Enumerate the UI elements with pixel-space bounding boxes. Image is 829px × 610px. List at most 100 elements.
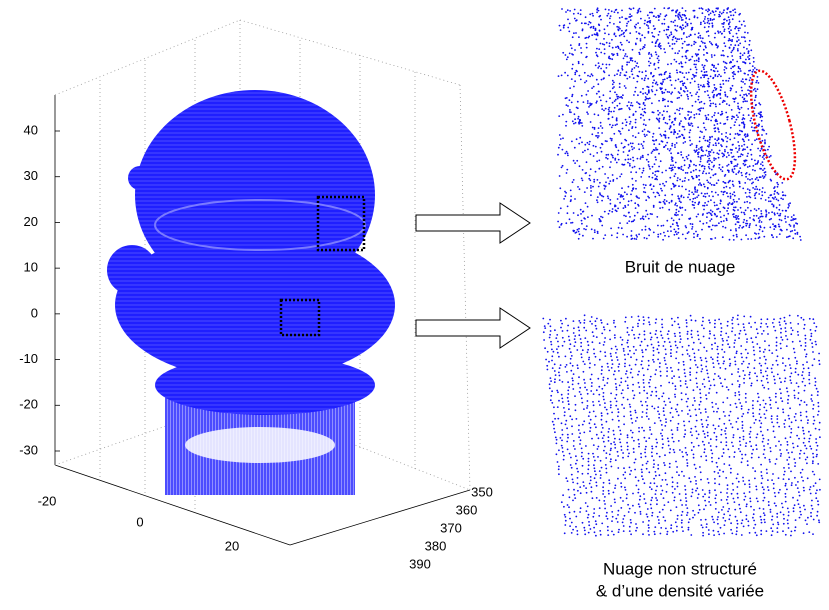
point — [812, 485, 815, 487]
point — [777, 491, 780, 494]
point — [736, 526, 738, 529]
point — [667, 25, 670, 28]
point — [578, 424, 580, 427]
point — [634, 86, 637, 89]
point — [774, 382, 776, 385]
point — [652, 346, 655, 349]
point — [749, 62, 751, 65]
point — [811, 342, 813, 345]
point — [800, 316, 803, 319]
point — [663, 134, 666, 137]
point — [688, 131, 691, 134]
point — [653, 407, 656, 410]
point — [657, 45, 660, 47]
point — [680, 201, 682, 204]
point — [805, 355, 807, 358]
point — [747, 206, 749, 209]
point — [749, 430, 752, 433]
point — [814, 384, 817, 387]
point — [726, 137, 729, 139]
point — [763, 445, 765, 447]
point — [722, 49, 724, 52]
point — [679, 499, 682, 502]
point — [577, 117, 579, 120]
point — [648, 118, 651, 121]
point — [630, 193, 632, 196]
point — [654, 51, 657, 54]
point — [728, 21, 731, 23]
point — [754, 523, 757, 526]
point — [697, 83, 700, 86]
point — [761, 115, 764, 118]
point — [550, 340, 552, 343]
point — [576, 100, 579, 103]
point — [699, 160, 702, 163]
point — [740, 86, 743, 89]
point — [596, 196, 599, 199]
point — [616, 450, 619, 453]
point — [768, 212, 770, 214]
point — [579, 208, 582, 211]
point — [716, 518, 719, 521]
point — [611, 359, 613, 362]
point — [615, 46, 617, 49]
point — [769, 511, 772, 513]
point — [733, 194, 736, 197]
point — [691, 175, 693, 178]
point — [707, 181, 710, 184]
point — [779, 324, 781, 326]
point — [647, 86, 650, 89]
point — [557, 146, 560, 149]
point — [701, 526, 704, 529]
point — [718, 475, 721, 478]
point — [595, 92, 598, 95]
point — [724, 93, 727, 96]
point — [665, 180, 668, 183]
point — [745, 219, 748, 222]
point — [794, 371, 797, 374]
point — [610, 227, 612, 230]
point — [678, 96, 680, 99]
point — [681, 47, 684, 49]
point — [714, 173, 717, 175]
point — [633, 67, 636, 69]
point — [597, 67, 600, 69]
point — [660, 424, 663, 426]
point — [713, 159, 716, 162]
point — [664, 234, 666, 237]
point — [698, 140, 701, 143]
point — [676, 403, 679, 406]
point — [628, 466, 631, 469]
point — [732, 155, 735, 158]
point — [574, 198, 576, 200]
point — [720, 144, 722, 146]
point — [731, 144, 734, 146]
point — [728, 414, 731, 417]
point — [756, 379, 759, 382]
point — [619, 21, 621, 24]
point — [638, 427, 640, 429]
point — [709, 438, 712, 441]
point — [596, 199, 598, 202]
point — [666, 367, 668, 369]
point — [715, 43, 718, 45]
point — [738, 111, 741, 114]
point — [725, 477, 728, 479]
point — [658, 30, 661, 33]
point — [573, 338, 576, 340]
point — [721, 145, 723, 148]
point — [727, 171, 730, 173]
point — [703, 102, 706, 105]
point — [808, 430, 810, 433]
point — [753, 519, 755, 522]
point — [637, 315, 640, 318]
point — [782, 530, 784, 533]
point — [568, 511, 571, 514]
point — [583, 228, 585, 230]
point — [604, 464, 607, 466]
point — [763, 518, 766, 521]
point — [608, 329, 611, 332]
point — [760, 430, 762, 433]
point — [581, 63, 584, 66]
point — [639, 38, 642, 40]
